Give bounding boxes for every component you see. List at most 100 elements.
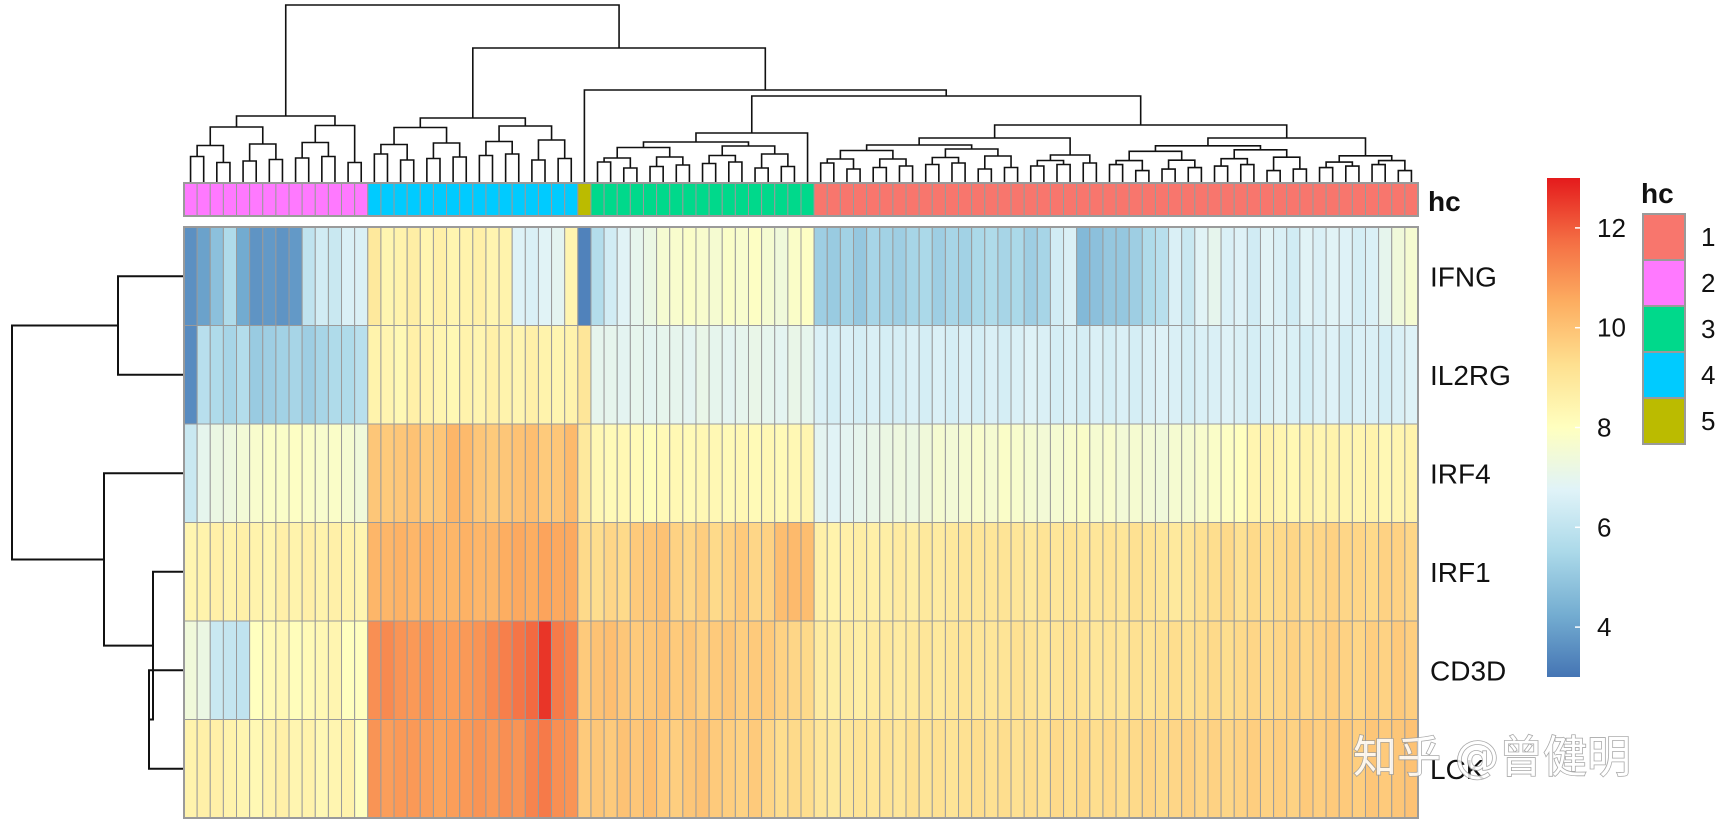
dendrogram-branch — [1239, 163, 1255, 182]
heatmap-cell — [616, 719, 631, 819]
heatmap-cell — [603, 620, 618, 720]
heatmap-cell — [1076, 325, 1091, 425]
heatmap-cell — [1378, 522, 1393, 622]
heatmap-cell — [1391, 522, 1406, 622]
heatmap-cell — [459, 423, 474, 523]
heatmap-cell — [432, 423, 448, 523]
dendrogram-branch — [1049, 154, 1091, 163]
heatmap-cell — [1286, 423, 1301, 523]
heatmap-cell — [603, 719, 618, 819]
heatmap-cell — [1391, 423, 1406, 523]
heatmap-cell — [761, 522, 776, 622]
dendrogram-branch — [675, 164, 691, 182]
heatmap-cell — [222, 325, 238, 425]
heatmap-cell — [1181, 620, 1196, 720]
heatmap-cell — [1102, 719, 1117, 819]
heatmap-cell — [1312, 325, 1327, 425]
heatmap-cell — [537, 719, 553, 819]
annotation-cell — [1325, 182, 1340, 217]
heatmap-cell — [879, 325, 894, 425]
heatmap-cell — [616, 423, 631, 523]
colorbar: 4 6 8 10 12 — [1547, 178, 1626, 677]
annotation-cell — [708, 182, 723, 217]
heatmap-cell — [747, 620, 763, 720]
dendrogram-branch — [1371, 163, 1386, 182]
annotation-cell — [879, 182, 894, 217]
heatmap-cell — [459, 719, 474, 819]
heatmap-cell — [1299, 423, 1314, 523]
dendrogram-branch — [347, 161, 363, 182]
dendrogram-branch — [537, 139, 566, 160]
heatmap-cell — [1338, 719, 1353, 819]
dendrogram-branch — [727, 161, 743, 182]
annotation-cell — [327, 182, 343, 217]
heatmap-cell — [931, 620, 946, 720]
heatmap-cell — [1010, 522, 1025, 622]
heatmap-cell — [826, 522, 841, 622]
annotation-cell — [1364, 182, 1380, 217]
annotation-cell — [721, 182, 736, 217]
heatmap-cell — [1036, 620, 1051, 720]
heatmap-cell — [222, 719, 238, 819]
heatmap-cell — [1063, 325, 1078, 425]
heatmap-cell — [275, 522, 290, 622]
annotation-cell — [1273, 182, 1288, 217]
heatmap-cell — [367, 325, 382, 425]
heatmap-cell — [1141, 226, 1156, 326]
heatmap-cell — [721, 719, 736, 819]
dendrogram-branch — [209, 126, 264, 146]
heatmap-cell — [1010, 620, 1025, 720]
dendrogram-branch — [472, 47, 767, 118]
annotation-cell — [761, 182, 776, 217]
heatmap-cell — [629, 522, 644, 622]
heatmap-cell — [944, 423, 960, 523]
heatmap-cell — [341, 423, 356, 523]
heatmap-cell — [222, 226, 238, 326]
heatmap-cell — [866, 522, 881, 622]
heatmap-cell — [1351, 522, 1366, 622]
heatmap-cell — [485, 325, 500, 425]
heatmap-cell — [288, 620, 303, 720]
heatmap-cell — [747, 719, 763, 819]
heatmap-cell — [879, 226, 894, 326]
heatmap-cell — [1338, 325, 1353, 425]
heatmap-cell — [341, 226, 356, 326]
heatmap-cell — [708, 719, 723, 819]
heatmap-cell — [262, 522, 277, 622]
dendrogram-branch — [1082, 162, 1098, 182]
annotation-cell — [958, 182, 973, 217]
annotation-cell — [511, 182, 526, 217]
heatmap-cell — [918, 620, 933, 720]
heatmap-cell — [656, 423, 671, 523]
heatmap-cell — [1036, 522, 1051, 622]
heatmap-cell — [1076, 719, 1091, 819]
heatmap-cell — [892, 325, 907, 425]
dendrogram-branch — [1187, 166, 1203, 182]
heatmap-cell — [222, 423, 238, 523]
heatmap-cell — [380, 620, 395, 720]
heatmap-cell — [419, 522, 434, 622]
heatmap-cell — [472, 226, 487, 326]
heatmap-cell — [327, 620, 343, 720]
dendrogram-branch — [780, 165, 796, 182]
heatmap-cell — [958, 522, 973, 622]
heatmap-cell — [787, 620, 802, 720]
heatmap-cell — [971, 226, 986, 326]
annotation-cell — [1128, 182, 1143, 217]
heatmap-cell — [1378, 226, 1393, 326]
dendrogram-branch — [695, 132, 809, 182]
heatmap-cell — [1391, 325, 1406, 425]
dendrogram-branch — [148, 669, 184, 770]
heatmap-cell — [826, 325, 841, 425]
heatmap-cell — [853, 719, 868, 819]
heatmap-cell — [406, 423, 421, 523]
heatmap-cell — [1246, 620, 1261, 720]
legend-swatch — [1642, 213, 1686, 261]
heatmap-cell — [1259, 719, 1275, 819]
heatmap-cell — [275, 719, 290, 819]
heatmap-cell — [1233, 719, 1248, 819]
heatmap-cell — [196, 719, 211, 819]
annotation-cell — [446, 182, 461, 217]
heatmap-cell — [826, 620, 841, 720]
heatmap-cell — [1220, 719, 1235, 819]
